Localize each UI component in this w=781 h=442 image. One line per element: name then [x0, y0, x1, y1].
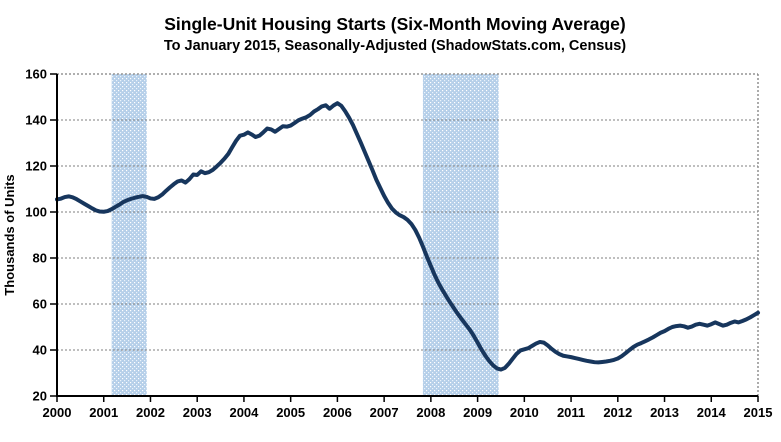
y-tick-label: 60 [33, 297, 47, 312]
x-tick-label: 2001 [89, 405, 118, 420]
y-tick-label: 120 [25, 159, 47, 174]
x-tick-label: 2015 [744, 405, 773, 420]
x-tick-label: 2013 [650, 405, 679, 420]
x-tick-label: 2014 [697, 405, 727, 420]
x-tick-label: 2012 [603, 405, 632, 420]
x-tick-label: 2010 [510, 405, 539, 420]
chart-title: Single-Unit Housing Starts (Six-Month Mo… [164, 14, 626, 34]
recession-band [422, 74, 499, 396]
x-tick-label: 2002 [136, 405, 165, 420]
x-tick-label: 2006 [323, 405, 352, 420]
data-line [55, 101, 760, 372]
x-tick-label: 2000 [43, 405, 72, 420]
recession-band [111, 74, 147, 396]
y-tick-label: 80 [33, 251, 47, 266]
y-axis-title: Thousands of Units [2, 174, 17, 295]
x-tick-label: 2004 [229, 405, 259, 420]
plot-area: 20 40 60 80 100 120 140 160 2000 2001 2002 2003 2004… [25, 67, 772, 421]
x-tick-label: 2011 [557, 405, 585, 420]
x-tick-label: 2008 [416, 405, 445, 420]
x-tick-label: 2005 [276, 405, 305, 420]
x-tick-label: 2003 [183, 405, 212, 420]
chart-subtitle: To January 2015, Seasonally-Adjusted (Sh… [164, 38, 626, 54]
y-tick-label: 160 [25, 67, 47, 82]
y-tick-label: 140 [25, 113, 47, 128]
y-tick-label: 20 [33, 389, 47, 404]
x-tick-label: 2009 [463, 405, 492, 420]
y-tick-label: 100 [25, 205, 47, 220]
x-tick-label: 2007 [370, 405, 399, 420]
y-tick-label: 40 [33, 343, 47, 358]
